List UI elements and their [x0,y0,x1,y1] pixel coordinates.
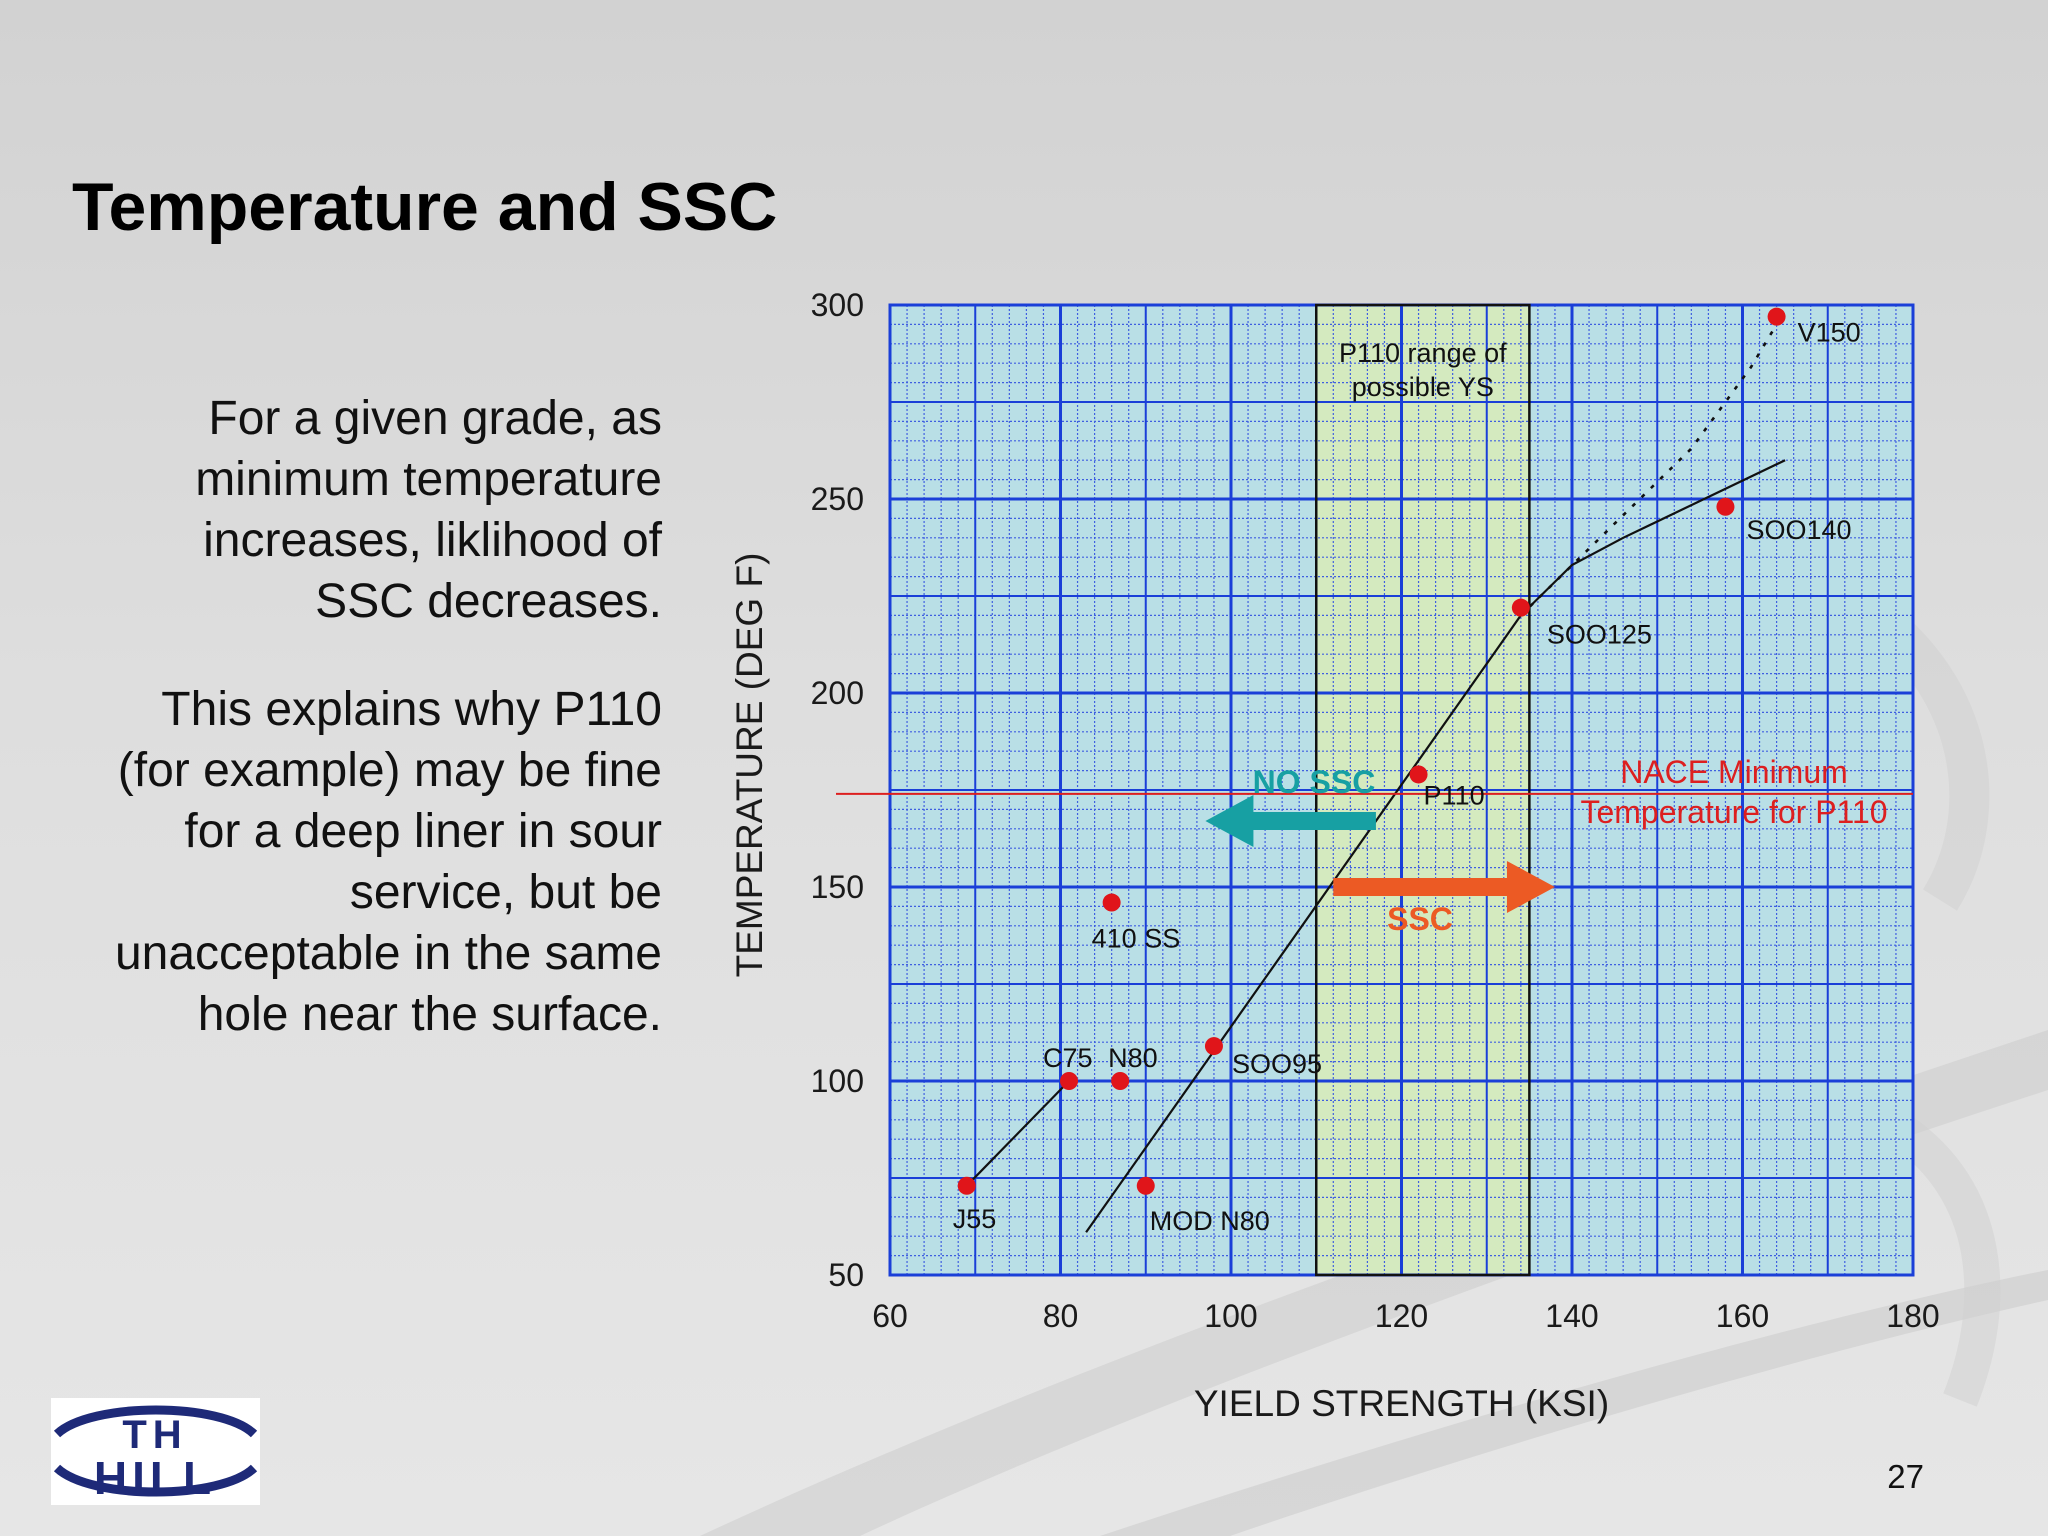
body-line: minimum temperature [195,453,662,506]
svg-text:TH: TH [122,1413,187,1457]
body-line: (for example) may be fine [117,744,662,797]
body-line: for a deep liner in sour [184,805,662,858]
ssc-label: SSC [1387,901,1453,937]
no-ssc-label: NO SSC [1253,764,1376,800]
x-tick-label: 180 [1886,1298,1939,1334]
body-line: This explains why P110 [161,683,662,736]
slide-title: Temperature and SSC [72,169,778,245]
svg-text:HILL: HILL [94,1452,216,1504]
data-point [1204,1037,1223,1056]
body-line: service, but be [349,866,662,919]
data-point-label: N80 [1108,1043,1158,1073]
data-point [1716,497,1735,516]
page-number: 27 [1887,1458,1924,1495]
data-point-label: MOD N80 [1150,1206,1270,1236]
body-line: hole near the surface. [197,988,662,1041]
data-point [957,1176,976,1195]
body-line: increases, liklihood of [203,514,662,567]
data-point-label: SOO95 [1232,1049,1322,1079]
y-tick-label: 200 [811,675,864,711]
data-point [1511,598,1530,617]
body-paragraph-2: This explains why P110 (for example) may… [60,679,662,1045]
data-point-label: 410 SS [1092,924,1181,954]
data-point [1767,307,1786,326]
trend-line-dotted [1519,323,1778,617]
x-axis-label: YIELD STRENGTH (KSI) [1194,1383,1609,1424]
y-tick-label: 300 [811,287,864,323]
no-ssc-arrow [1205,795,1376,848]
data-point-label: J55 [953,1204,997,1234]
p110-band-border [1315,303,1531,1277]
trend-line [965,1080,1070,1187]
x-tick-label: 140 [1545,1298,1598,1334]
y-axis-label: TEMPERATURE (DEG F) [729,553,770,978]
body-line: unacceptable in the same [114,927,662,980]
x-tick-label: 100 [1204,1298,1257,1334]
data-point-label: C75 [1043,1043,1093,1073]
th-hill-logo: TH HILL [51,1398,260,1505]
band-label: P110 range of [1339,338,1507,368]
data-point [1102,893,1121,912]
data-point [1111,1072,1130,1090]
body-paragraph-1: For a given grade, as minimum temperatur… [60,388,662,632]
data-point [1060,1072,1079,1090]
data-point-label: SOO140 [1746,515,1851,545]
y-tick-label: 50 [828,1257,864,1293]
x-tick-label: 60 [872,1298,908,1334]
nace-label: Temperature for P110 [1580,794,1887,830]
body-line: SSC decreases. [315,575,662,628]
data-point [1136,1176,1155,1195]
y-tick-label: 150 [811,869,864,905]
band-label: possible YS [1352,372,1494,402]
x-tick-label: 160 [1716,1298,1769,1334]
data-point-label: V150 [1798,318,1861,348]
ssc-arrow [1333,861,1555,913]
nace-label: NACE Minimum [1620,754,1848,790]
data-point [1409,765,1428,784]
data-point-label: P110 [1424,780,1485,810]
y-tick-label: 100 [811,1063,864,1099]
data-point-label: SOO125 [1547,620,1652,650]
x-tick-label: 80 [1043,1298,1079,1334]
y-tick-label: 250 [811,481,864,517]
body-line: For a given grade, as [208,392,662,445]
x-tick-label: 120 [1375,1298,1428,1334]
